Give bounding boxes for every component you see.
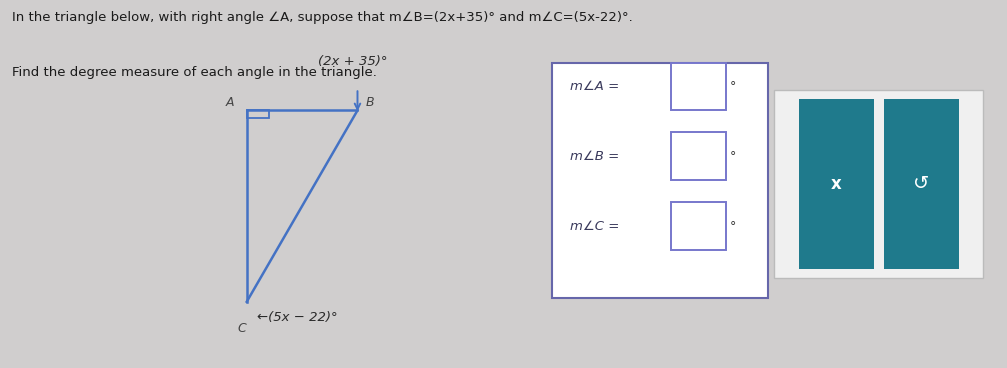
- Text: B: B: [366, 96, 375, 109]
- Text: ↺: ↺: [913, 174, 929, 194]
- Bar: [552, 63, 768, 298]
- Text: ←(5x − 22)°: ←(5x − 22)°: [257, 311, 337, 324]
- Bar: [247, 110, 269, 118]
- Bar: [884, 99, 959, 269]
- Text: °: °: [730, 80, 736, 93]
- Text: C: C: [238, 322, 246, 335]
- Text: In the triangle below, with right angle ∠A, suppose that m∠B=(2x+35)° and m∠C=(5: In the triangle below, with right angle …: [12, 11, 632, 24]
- Text: m∠C =: m∠C =: [570, 220, 619, 233]
- Text: Find the degree measure of each angle in the triangle.: Find the degree measure of each angle in…: [12, 66, 377, 79]
- Bar: [671, 63, 726, 110]
- Text: A: A: [227, 96, 235, 109]
- Bar: [671, 202, 726, 250]
- Text: m∠B =: m∠B =: [570, 150, 619, 163]
- Text: m∠A =: m∠A =: [570, 80, 619, 93]
- Text: °: °: [730, 220, 736, 233]
- Text: °: °: [730, 150, 736, 163]
- Text: x: x: [831, 175, 842, 193]
- Bar: [671, 132, 726, 180]
- Bar: [774, 90, 983, 278]
- Text: (2x + 35)°: (2x + 35)°: [317, 55, 388, 68]
- Bar: [799, 99, 874, 269]
